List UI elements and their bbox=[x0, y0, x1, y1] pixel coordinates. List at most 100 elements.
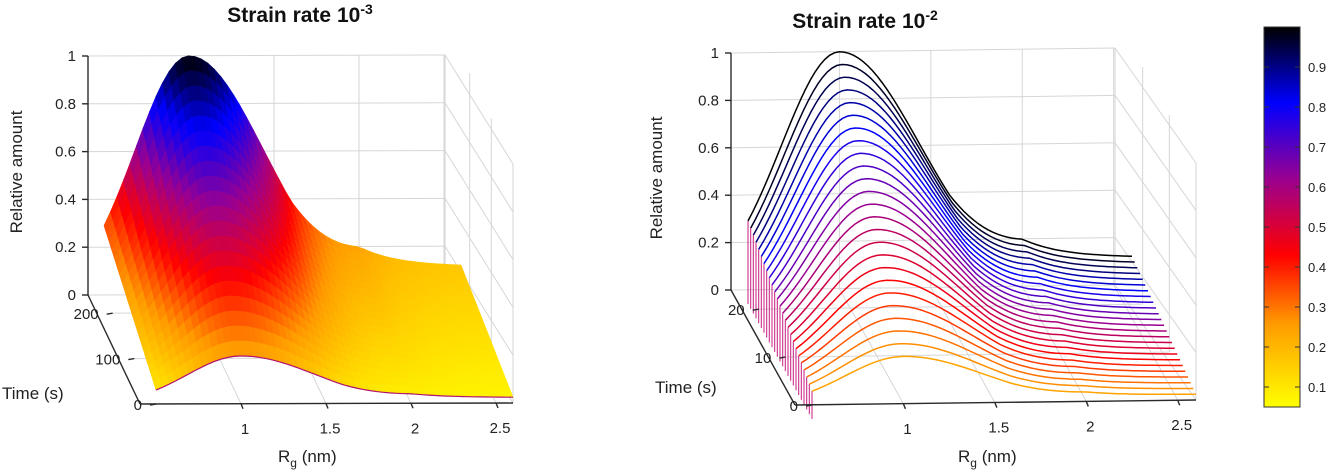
right-tick-labels: 1 1.5 2 2.5 0 10 20 0 0.2 0.4 0.6 0.8 1 bbox=[698, 45, 1192, 438]
series-line bbox=[795, 279, 1181, 361]
series-line bbox=[768, 152, 1154, 304]
left-sidewall-zgrid bbox=[444, 54, 514, 165]
series-line bbox=[771, 165, 1157, 309]
right-sidewall-zgrid bbox=[1114, 189, 1197, 306]
left-z-tick-label: 0.8 bbox=[55, 96, 76, 113]
colorbar-gradient bbox=[1263, 26, 1301, 408]
left-backwall-zgrid bbox=[87, 54, 446, 57]
series-line bbox=[776, 190, 1162, 321]
right-time-axis bbox=[730, 289, 796, 406]
left-sidewall-zgrid bbox=[444, 245, 514, 356]
colorbar-tick-label: 0.9 bbox=[1308, 60, 1326, 75]
right-sidewall-zgrid bbox=[1114, 95, 1197, 211]
surface-edge bbox=[181, 373, 189, 379]
right-x-tick-label: 1 bbox=[903, 421, 911, 438]
left-x-tick bbox=[325, 403, 329, 409]
left-time-axis bbox=[87, 294, 141, 405]
series-line bbox=[782, 216, 1167, 332]
right-x-tick-label: 2.5 bbox=[1171, 417, 1192, 434]
surface-edge bbox=[305, 370, 312, 374]
colorbar-tick-label: 0.8 bbox=[1308, 100, 1326, 115]
series-line bbox=[779, 203, 1165, 327]
right-title: Strain rate 10-2 bbox=[792, 7, 938, 33]
series-line bbox=[811, 355, 1196, 396]
left-time-tick bbox=[149, 403, 157, 406]
left-x-tick bbox=[410, 403, 414, 409]
left-tick-labels: 1 1.5 2 2.5 0 100 200 0 0.2 0.4 0.6 0.8 1 bbox=[55, 48, 510, 438]
surface-edge bbox=[188, 370, 196, 375]
right-x-tick bbox=[1177, 399, 1181, 406]
series-line bbox=[806, 330, 1191, 384]
right-backwall-zgrid bbox=[730, 47, 1116, 54]
left-xlabel: Rg (nm) bbox=[278, 447, 337, 470]
surface-edge bbox=[383, 391, 390, 394]
left-x-tick bbox=[495, 402, 499, 409]
line-plot-right: 1 1.5 2 2.5 0 10 20 0 0.2 0.4 0.6 0.8 1 Strain rate … bbox=[647, 7, 1197, 470]
right-time-tick-label: 20 bbox=[728, 302, 745, 319]
series-line bbox=[808, 342, 1194, 390]
left-z-tick-label: 0.2 bbox=[55, 239, 76, 256]
surface-edge bbox=[162, 383, 170, 388]
left-backwall-zgrid bbox=[87, 102, 446, 105]
right-backwall-zgrid bbox=[730, 284, 1116, 291]
colorbar: 0.1 0.2 0.3 0.4 0.5 0.6 0.7 0.8 0.9 bbox=[1263, 26, 1326, 408]
colorbar-tick-label: 0.5 bbox=[1308, 220, 1326, 235]
surface-edge bbox=[155, 386, 163, 391]
left-time-tick-label: 100 bbox=[95, 352, 120, 369]
series-line bbox=[784, 228, 1170, 338]
surface-plot-left: 1 1.5 2 2.5 0 100 200 0 0.2 0.4 0.6 0.8 1 Strain rat… bbox=[2, 1, 514, 470]
colorbar-ticks: 0.1 0.2 0.3 0.4 0.5 0.6 0.7 0.8 0.9 bbox=[1264, 60, 1326, 395]
surface-edge bbox=[376, 390, 384, 393]
surface-edge bbox=[266, 357, 273, 361]
right-z-tick-label: 0.8 bbox=[698, 92, 719, 109]
colorbar-tick-label: 0.4 bbox=[1308, 260, 1326, 275]
surface-edge bbox=[168, 380, 176, 385]
left-time-tick-label: 0 bbox=[134, 397, 142, 414]
colorbar-tick-label: 0.7 bbox=[1308, 140, 1326, 155]
series-line bbox=[758, 101, 1143, 281]
right-x-tick-label: 2 bbox=[1086, 418, 1094, 435]
surface-edge bbox=[337, 382, 345, 386]
right-z-tick-label: 0 bbox=[711, 282, 719, 299]
left-x-tick bbox=[240, 403, 244, 410]
right-ylabel: Time (s) bbox=[655, 378, 717, 397]
surface-edge bbox=[331, 379, 338, 384]
surface-edge bbox=[194, 366, 202, 372]
left-z-tick-label: 0 bbox=[68, 287, 76, 304]
right-time-tick bbox=[805, 404, 813, 407]
surface-edge bbox=[318, 375, 325, 379]
left-sidewall-zgrid bbox=[444, 150, 514, 260]
left-x-tick-label: 2.5 bbox=[490, 420, 511, 437]
left-z-tick-label: 1 bbox=[68, 48, 76, 65]
right-backwall-zgrid bbox=[730, 94, 1116, 101]
surface-edge bbox=[201, 363, 209, 368]
surface-edge bbox=[279, 361, 286, 365]
left-time-tick-label: 200 bbox=[74, 306, 99, 323]
series-line bbox=[763, 127, 1149, 292]
left-z-tick-label: 0.4 bbox=[55, 191, 76, 208]
surface-edge bbox=[370, 390, 377, 393]
surface-edge bbox=[285, 363, 293, 367]
series-line bbox=[755, 89, 1141, 275]
colorbar-tick-label: 0.2 bbox=[1308, 340, 1326, 355]
right-floor-tgrid bbox=[758, 303, 1143, 310]
left-zlabel: Relative amount bbox=[7, 110, 26, 233]
surface-edge bbox=[272, 359, 280, 363]
colorbar-tick-label: 0.6 bbox=[1308, 180, 1326, 195]
left-z-tick-label: 0.6 bbox=[55, 144, 76, 161]
right-z-tick-label: 0.6 bbox=[698, 140, 719, 157]
left-title: Strain rate 10-3 bbox=[227, 1, 373, 27]
right-time-tick-label: 10 bbox=[755, 350, 772, 367]
series-line bbox=[747, 51, 1133, 258]
left-surface bbox=[103, 55, 514, 398]
surface-edge bbox=[357, 387, 364, 391]
surface-edge bbox=[298, 367, 306, 372]
right-x-tick bbox=[994, 402, 998, 408]
surface-edge bbox=[220, 356, 228, 360]
series-line bbox=[792, 266, 1178, 355]
series-line bbox=[790, 254, 1175, 350]
surface-edge bbox=[344, 384, 351, 388]
right-xlabel: Rg (nm) bbox=[958, 447, 1017, 470]
series-line bbox=[774, 177, 1159, 315]
right-x-tick bbox=[902, 403, 907, 410]
